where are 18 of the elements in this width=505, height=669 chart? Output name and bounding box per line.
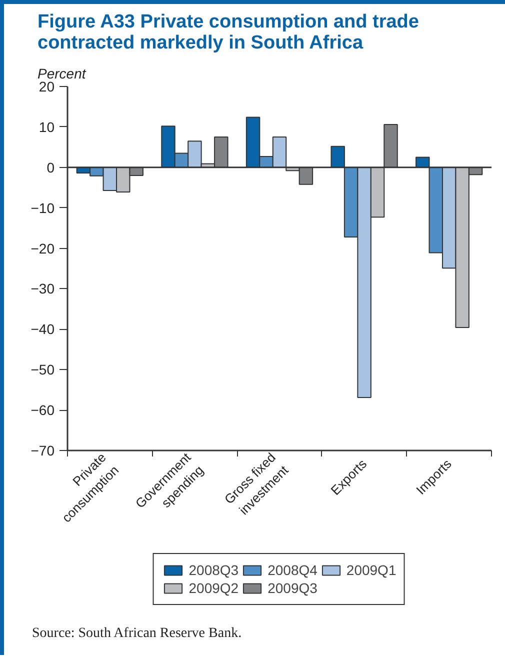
y-tick-label: −60 [30,402,55,418]
y-tick-label: −70 [30,442,55,458]
y-tick-label: −10 [30,200,55,216]
y-tick-label: −20 [30,240,55,256]
source-note: Source: South African Reserve Bank. [32,625,242,643]
legend-label: 2008Q3 [188,562,239,578]
legend-label: 2009Q2 [188,580,239,596]
y-tick-label: 0 [46,159,55,176]
y-tick-label: 20 [38,78,55,94]
y-tick-label: −30 [30,280,55,297]
legend-label: 2008Q4 [268,562,318,578]
y-tick-label: −40 [30,321,55,338]
chart-title: Figure A33 Private consumption and trade contracted markedly in South Africa [38,12,419,54]
y-axis-title: Percent [38,66,87,82]
legend-label: 2009Q1 [346,562,396,578]
legend-label: 2009Q3 [268,580,318,596]
y-tick-label: −50 [30,362,55,378]
y-tick-label: 10 [38,118,55,135]
